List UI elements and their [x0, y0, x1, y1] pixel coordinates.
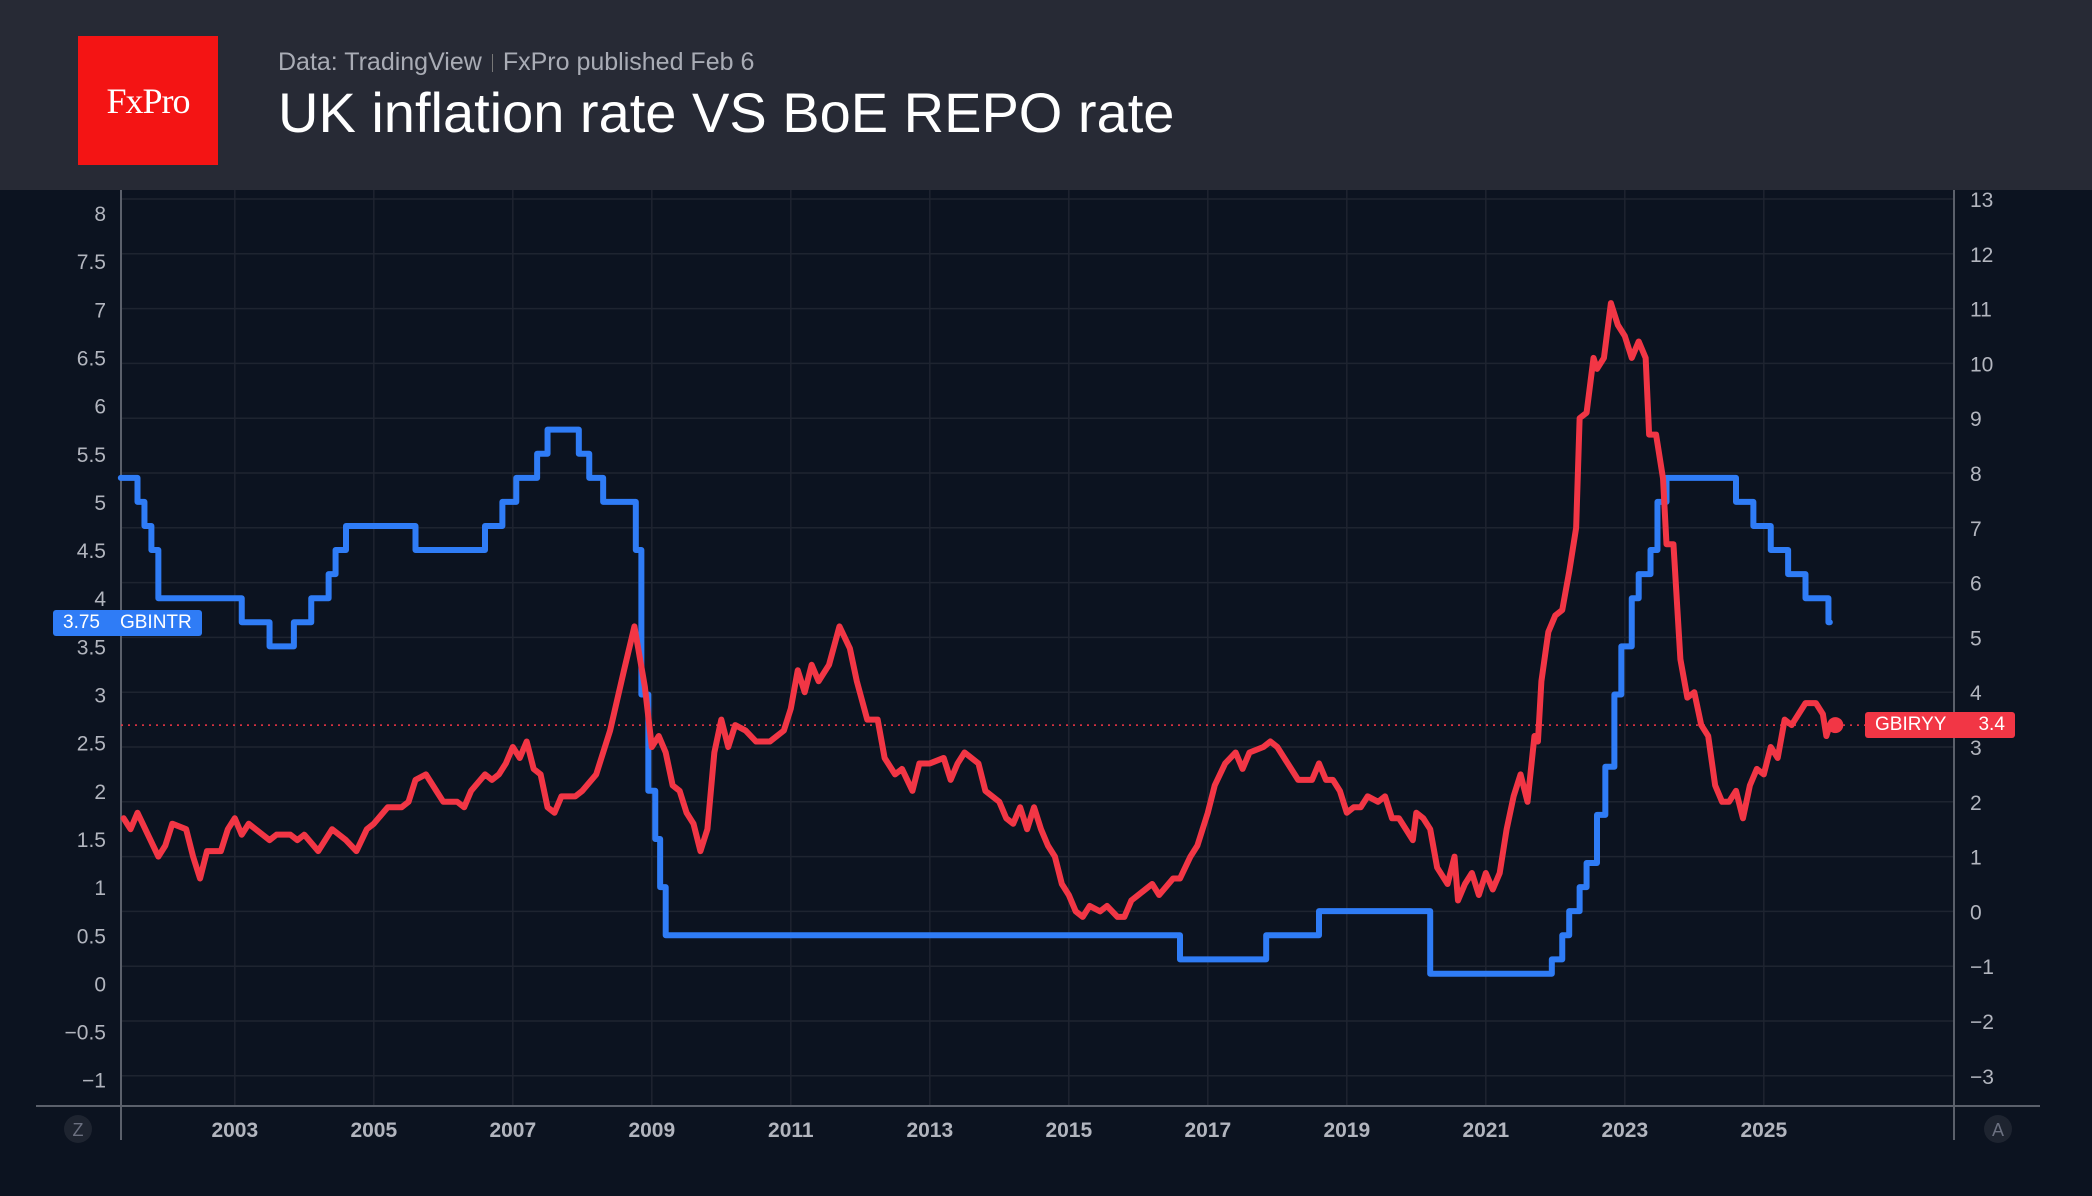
gbintr-series-line	[117, 426, 1833, 977]
x-tick-label: 2013	[906, 1119, 953, 1142]
right-y-tick-label: −2	[1970, 1011, 1994, 1034]
left-y-tick-label: 6	[94, 396, 106, 419]
fxpro-logo: FxPro	[78, 36, 218, 165]
right-y-tick-label: 4	[1970, 682, 1982, 705]
right-y-tick-label: 0	[1970, 901, 1982, 924]
gbintr-label: GBINTR	[119, 612, 192, 633]
left-y-tick-label: −1	[82, 1070, 106, 1093]
separator	[491, 54, 493, 73]
left-y-tick-label: 2	[94, 781, 106, 804]
x-tick-label: 2017	[1184, 1119, 1231, 1142]
left-y-tick-label: 8	[94, 203, 106, 226]
right-y-tick-label: 13	[1970, 189, 1993, 212]
right-y-tick-label: 5	[1970, 627, 1982, 650]
auto-scale-left-button-label: Z	[73, 1120, 84, 1140]
chart-title: UK inflation rate VS BoE REPO rate	[278, 81, 1175, 144]
left-y-tick-label: 5.5	[77, 444, 106, 467]
x-tick-label: 2015	[1045, 1119, 1092, 1142]
left-y-tick-label: 1	[94, 877, 106, 900]
x-tick-label: 2003	[211, 1119, 258, 1142]
right-y-tick-label: 10	[1970, 353, 1993, 376]
right-y-tick-label: 1	[1970, 847, 1982, 870]
x-tick-label: 2011	[768, 1119, 814, 1142]
auto-scale-right-button-label: A	[1992, 1120, 2004, 1140]
x-tick-label: 2009	[628, 1119, 675, 1142]
left-y-tick-label: 7.5	[77, 251, 106, 274]
left-y-tick-label: 2.5	[77, 733, 106, 756]
data-source: Data: TradingView	[278, 48, 482, 76]
auto-scale-left-button[interactable]	[64, 1115, 92, 1143]
gbintr-last-value: 3.75	[63, 612, 100, 633]
published-note: FxPro published Feb 6	[502, 48, 755, 76]
auto-scale-right-button[interactable]	[1984, 1115, 2012, 1143]
left-y-tick-label: 1.5	[77, 829, 106, 852]
right-y-tick-label: 12	[1970, 244, 1993, 267]
left-y-tick-label: 0	[94, 973, 106, 996]
gbiryy-series-line	[120, 300, 1837, 920]
right-y-tick-label: 7	[1970, 518, 1982, 541]
left-y-tick-label: 3	[94, 685, 106, 708]
right-y-tick-label: 11	[1970, 299, 1992, 322]
left-y-tick-label: 4	[94, 588, 106, 611]
chart-subtitle: Data: TradingView FxPro published Feb 6	[278, 48, 754, 77]
gbiryy-last-value: 3.4	[1978, 714, 2005, 735]
right-y-tick-label: 3	[1970, 737, 1982, 760]
chart-header: FxPro Data: TradingView FxPro published F…	[0, 0, 2092, 190]
gbiryy-price-tag: GBIRYY 3.4	[1865, 712, 2015, 738]
x-tick-label: 2025	[1740, 1119, 1787, 1142]
gbiryy-last-point-marker	[1827, 717, 1844, 734]
gbiryy-label: GBIRYY	[1875, 714, 1947, 735]
right-y-tick-label: −3	[1970, 1066, 1994, 1089]
left-y-tick-label: 5	[94, 492, 106, 515]
left-y-tick-label: −0.5	[65, 1022, 106, 1045]
left-y-tick-label: 3.5	[77, 636, 106, 659]
right-y-tick-label: 2	[1970, 792, 1982, 815]
right-y-tick-label: 8	[1970, 463, 1982, 486]
left-y-tick-label: 6.5	[77, 347, 106, 370]
x-tick-label: 2007	[489, 1119, 536, 1142]
right-y-tick-label: 6	[1970, 573, 1982, 596]
x-tick-label: 2023	[1601, 1119, 1648, 1142]
x-tick-label: 2021	[1462, 1119, 1509, 1142]
left-y-tick-label: 0.5	[77, 925, 106, 948]
x-tick-label: 2005	[350, 1119, 397, 1142]
left-y-tick-label: 7	[94, 299, 106, 322]
left-y-tick-label: 4.5	[77, 540, 106, 563]
gbintr-price-tag: 3.75 GBINTR	[53, 610, 202, 636]
x-tick-label: 2019	[1323, 1119, 1370, 1142]
right-y-tick-label: −1	[1970, 956, 1994, 979]
right-y-tick-label: 9	[1970, 408, 1982, 431]
